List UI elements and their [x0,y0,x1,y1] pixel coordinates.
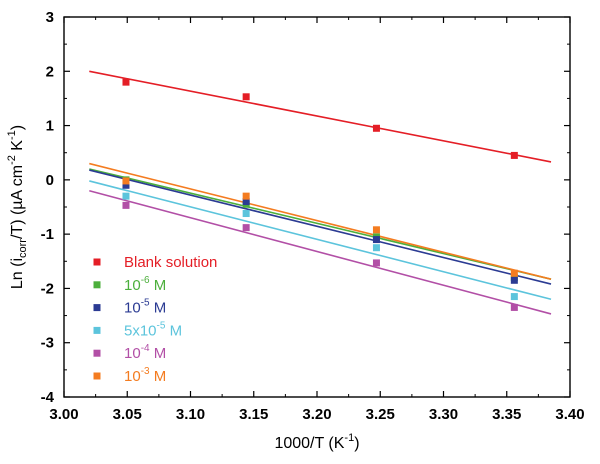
data-point [372,244,380,252]
x-tick-label: 3.00 [49,406,78,423]
data-points [122,78,518,311]
data-point [122,78,130,86]
x-tick-label: 3.40 [555,406,584,423]
data-point [510,269,518,277]
fit-line [89,169,552,285]
x-tick-label: 3.05 [113,406,142,423]
data-point [242,224,250,232]
legend-label: 10-3 M [124,366,166,385]
y-axis-title-sup2: -1 [6,130,18,140]
x-tick-label: 3.10 [176,406,205,423]
data-point [242,192,250,200]
data-point [510,276,518,284]
y-tick-label: -2 [41,280,54,297]
fit-line [89,180,552,301]
y-axis-title-part2: /T) (µA cm [9,165,26,239]
legend-label-sup: -5 [157,320,166,331]
y-axis-title-sub: corr [17,239,29,258]
x-axis-title-sup: -1 [344,432,354,444]
legend-marker [93,281,101,289]
y-tick-label: 1 [46,118,54,135]
fit-lines [89,70,552,315]
fit-line [89,168,552,280]
data-point [510,303,518,311]
y-axis: -4 -3 -2 -1 0 1 2 3 [41,9,570,406]
x-tick-label: 3.15 [239,406,268,423]
legend-label-unit: M [165,322,182,339]
x-tick-label: 3.30 [429,406,458,423]
data-point [372,124,380,132]
y-tick-label: 2 [46,63,54,80]
y-axis-title-part4: ) [9,125,26,130]
y-axis-title-part1: Ln (i [9,258,26,289]
x-tick-label: 3.25 [366,406,395,423]
legend-label: 10-4 M [124,343,166,362]
data-point [122,181,130,189]
legend-label-base: 5x10 [124,322,157,339]
legend-label-base: Blank solution [124,254,217,271]
fit-line [89,162,552,280]
x-tick-label: 3.20 [302,406,331,423]
x-axis: 3.00 3.05 3.10 3.15 3.20 3.25 3.30 3.35 3.40 [49,17,585,423]
x-axis-title-main: 1000/T (K [274,435,344,452]
legend-label-unit: M [150,368,167,385]
data-point [242,210,250,218]
legend-label-unit: M [150,277,167,294]
data-point [242,198,250,206]
plot-frame [63,16,571,398]
legend-label-unit: M [150,300,167,317]
fit-line [89,70,552,163]
legend-marker [93,372,101,380]
legend-marker [93,326,101,334]
legend-marker [93,349,101,357]
legend-label-base: 10 [124,277,141,294]
x-axis-title: 1000/T (K-1) [274,432,359,452]
legend-label-base: 10 [124,345,141,362]
y-tick-label: 0 [46,172,54,189]
legend-label: Blank solution [124,254,217,271]
y-axis-title-sup1: -2 [6,155,18,165]
data-point [372,226,380,234]
y-axis-title-part3: K [9,140,26,155]
x-axis-title-tail: ) [354,435,359,452]
legend-marker [93,304,101,312]
y-tick-label: 3 [46,9,54,26]
legend-label: 5x10-5 M [124,320,182,339]
legend-label-base: 10 [124,300,141,317]
data-point [122,192,130,200]
data-point [510,151,518,159]
x-tick-label: 3.35 [492,406,521,423]
legend-label-unit: M [150,345,167,362]
data-point [242,93,250,101]
legend-marker [93,258,101,266]
legend-label-sup: -6 [141,275,150,286]
legend-label: 10-5 M [124,298,166,317]
y-tick-label: -1 [41,226,54,243]
data-point [122,177,130,185]
legend-label: 10-6 M [124,275,166,294]
data-point [372,236,380,244]
legend-label-sup: -3 [141,366,150,377]
data-point [510,293,518,301]
legend-label-sup: -4 [141,343,150,354]
y-axis-title: Ln (icorr/T) (µA cm-2 K-1) [6,125,29,289]
y-tick-label: -3 [41,335,54,352]
fit-line [89,189,552,315]
data-point [372,259,380,267]
legend-label-sup: -5 [141,298,150,309]
data-point [122,201,130,209]
legend-label-base: 10 [124,368,141,385]
y-tick-label: -4 [41,389,55,406]
